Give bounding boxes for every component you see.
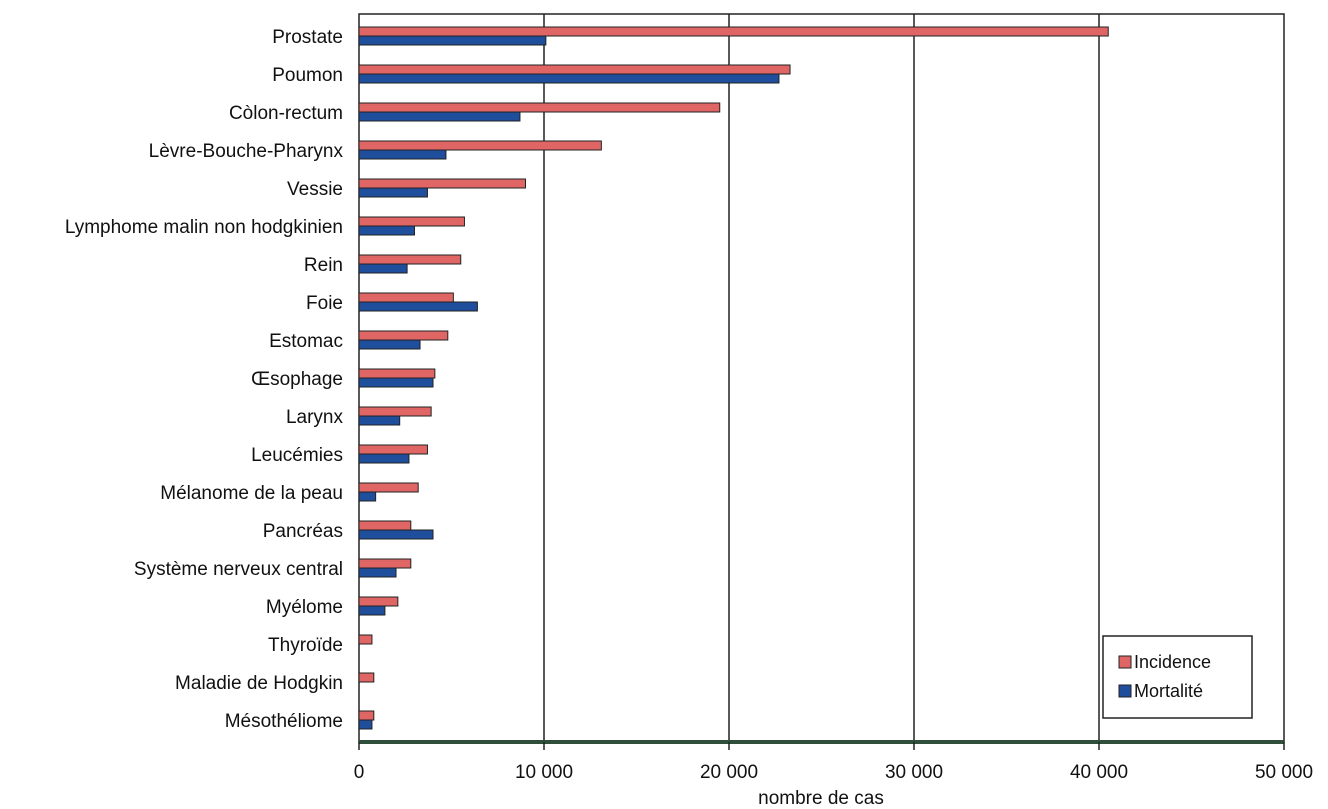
bar-incidence-14 [358, 558, 412, 569]
bar-mortalite-10 [358, 415, 401, 426]
x-tick-label-0: 0 [354, 762, 365, 783]
bar-incidence-16 [358, 634, 373, 645]
x-tick-label-3: 30 000 [885, 762, 943, 783]
bar-incidence-9 [358, 368, 436, 379]
category-label-11: Leucémies [251, 445, 343, 466]
bar-mortalite-5 [358, 225, 415, 236]
bar-incidence-6 [358, 254, 462, 265]
legend-label-mortalite: Mortalité [1134, 681, 1203, 701]
bar-mortalite-7 [358, 301, 478, 312]
category-label-0: Prostate [272, 27, 343, 48]
bar-mortalite-2 [358, 111, 521, 122]
bar-mortalite-8 [358, 339, 421, 350]
bar-mortalite-4 [358, 187, 428, 198]
category-label-16: Thyroïde [268, 635, 343, 656]
category-label-13: Pancréas [263, 521, 343, 542]
bar-mortalite-9 [358, 377, 434, 388]
category-label-6: Rein [304, 255, 343, 276]
bar-mortalite-0 [358, 35, 547, 46]
bar-mortalite-13 [358, 529, 434, 540]
category-label-4: Vessie [287, 179, 343, 200]
bar-incidence-12 [358, 482, 419, 493]
bar-incidence-1 [358, 64, 791, 75]
legend-box [1102, 635, 1253, 719]
bar-incidence-18 [358, 710, 375, 721]
category-label-12: Mélanome de la peau [160, 483, 343, 504]
bar-incidence-0 [358, 26, 1109, 37]
bar-incidence-7 [358, 292, 454, 303]
x-tick-label-1: 10 000 [515, 762, 573, 783]
bar-incidence-3 [358, 140, 602, 151]
category-label-15: Myélome [266, 597, 343, 618]
bar-mortalite-1 [358, 73, 780, 84]
category-labels: Prostate Poumon Còlon-rectum Lèvre-Bouche-P… [65, 27, 344, 732]
bar-mortalite-12 [358, 491, 377, 502]
x-ticks: 0 10 000 20 000 30 000 40 000 50 000 [354, 742, 1313, 783]
category-label-1: Poumon [272, 65, 343, 86]
bar-incidence-2 [358, 102, 721, 113]
bar-incidence-15 [358, 596, 399, 607]
legend-label-incidence: Incidence [1134, 652, 1211, 672]
bar-incidence-10 [358, 406, 432, 417]
category-label-9: Œsophage [251, 369, 343, 390]
bar-incidence-5 [358, 216, 465, 227]
bar-incidence-11 [358, 444, 428, 455]
category-label-10: Larynx [286, 407, 344, 428]
plot-area [358, 13, 1285, 743]
x-tick-label-5: 50 000 [1255, 762, 1313, 783]
legend: Incidence Mortalité [1102, 635, 1253, 719]
bar-incidence-13 [358, 520, 412, 531]
bar-mortalite-14 [358, 567, 397, 578]
x-axis-title: nombre de cas [758, 788, 884, 809]
legend-swatch-mortalite [1118, 684, 1132, 698]
bar-incidence-17 [358, 672, 375, 683]
category-label-2: Còlon-rectum [229, 103, 343, 124]
bar-mortalite-3 [358, 149, 447, 160]
bar-incidence-8 [358, 330, 449, 341]
x-tick-label-2: 20 000 [700, 762, 758, 783]
bars [358, 26, 1109, 730]
bar-mortalite-15 [358, 605, 386, 616]
bar-incidence-4 [358, 178, 526, 189]
category-label-7: Foie [306, 293, 343, 314]
gridlines [543, 14, 1100, 742]
x-tick-label-4: 40 000 [1070, 762, 1128, 783]
category-label-5: Lymphome malin non hodgkinien [65, 217, 343, 238]
category-label-14: Système nerveux central [134, 559, 343, 580]
legend-swatch-incidence [1118, 655, 1132, 669]
bar-mortalite-18 [358, 719, 373, 730]
bar-mortalite-11 [358, 453, 410, 464]
category-label-17: Maladie de Hodgkin [175, 673, 343, 694]
category-label-3: Lèvre-Bouche-Pharynx [149, 141, 344, 162]
category-label-18: Mésothéliome [225, 711, 343, 732]
category-label-8: Estomac [269, 331, 343, 352]
bar-mortalite-6 [358, 263, 408, 274]
